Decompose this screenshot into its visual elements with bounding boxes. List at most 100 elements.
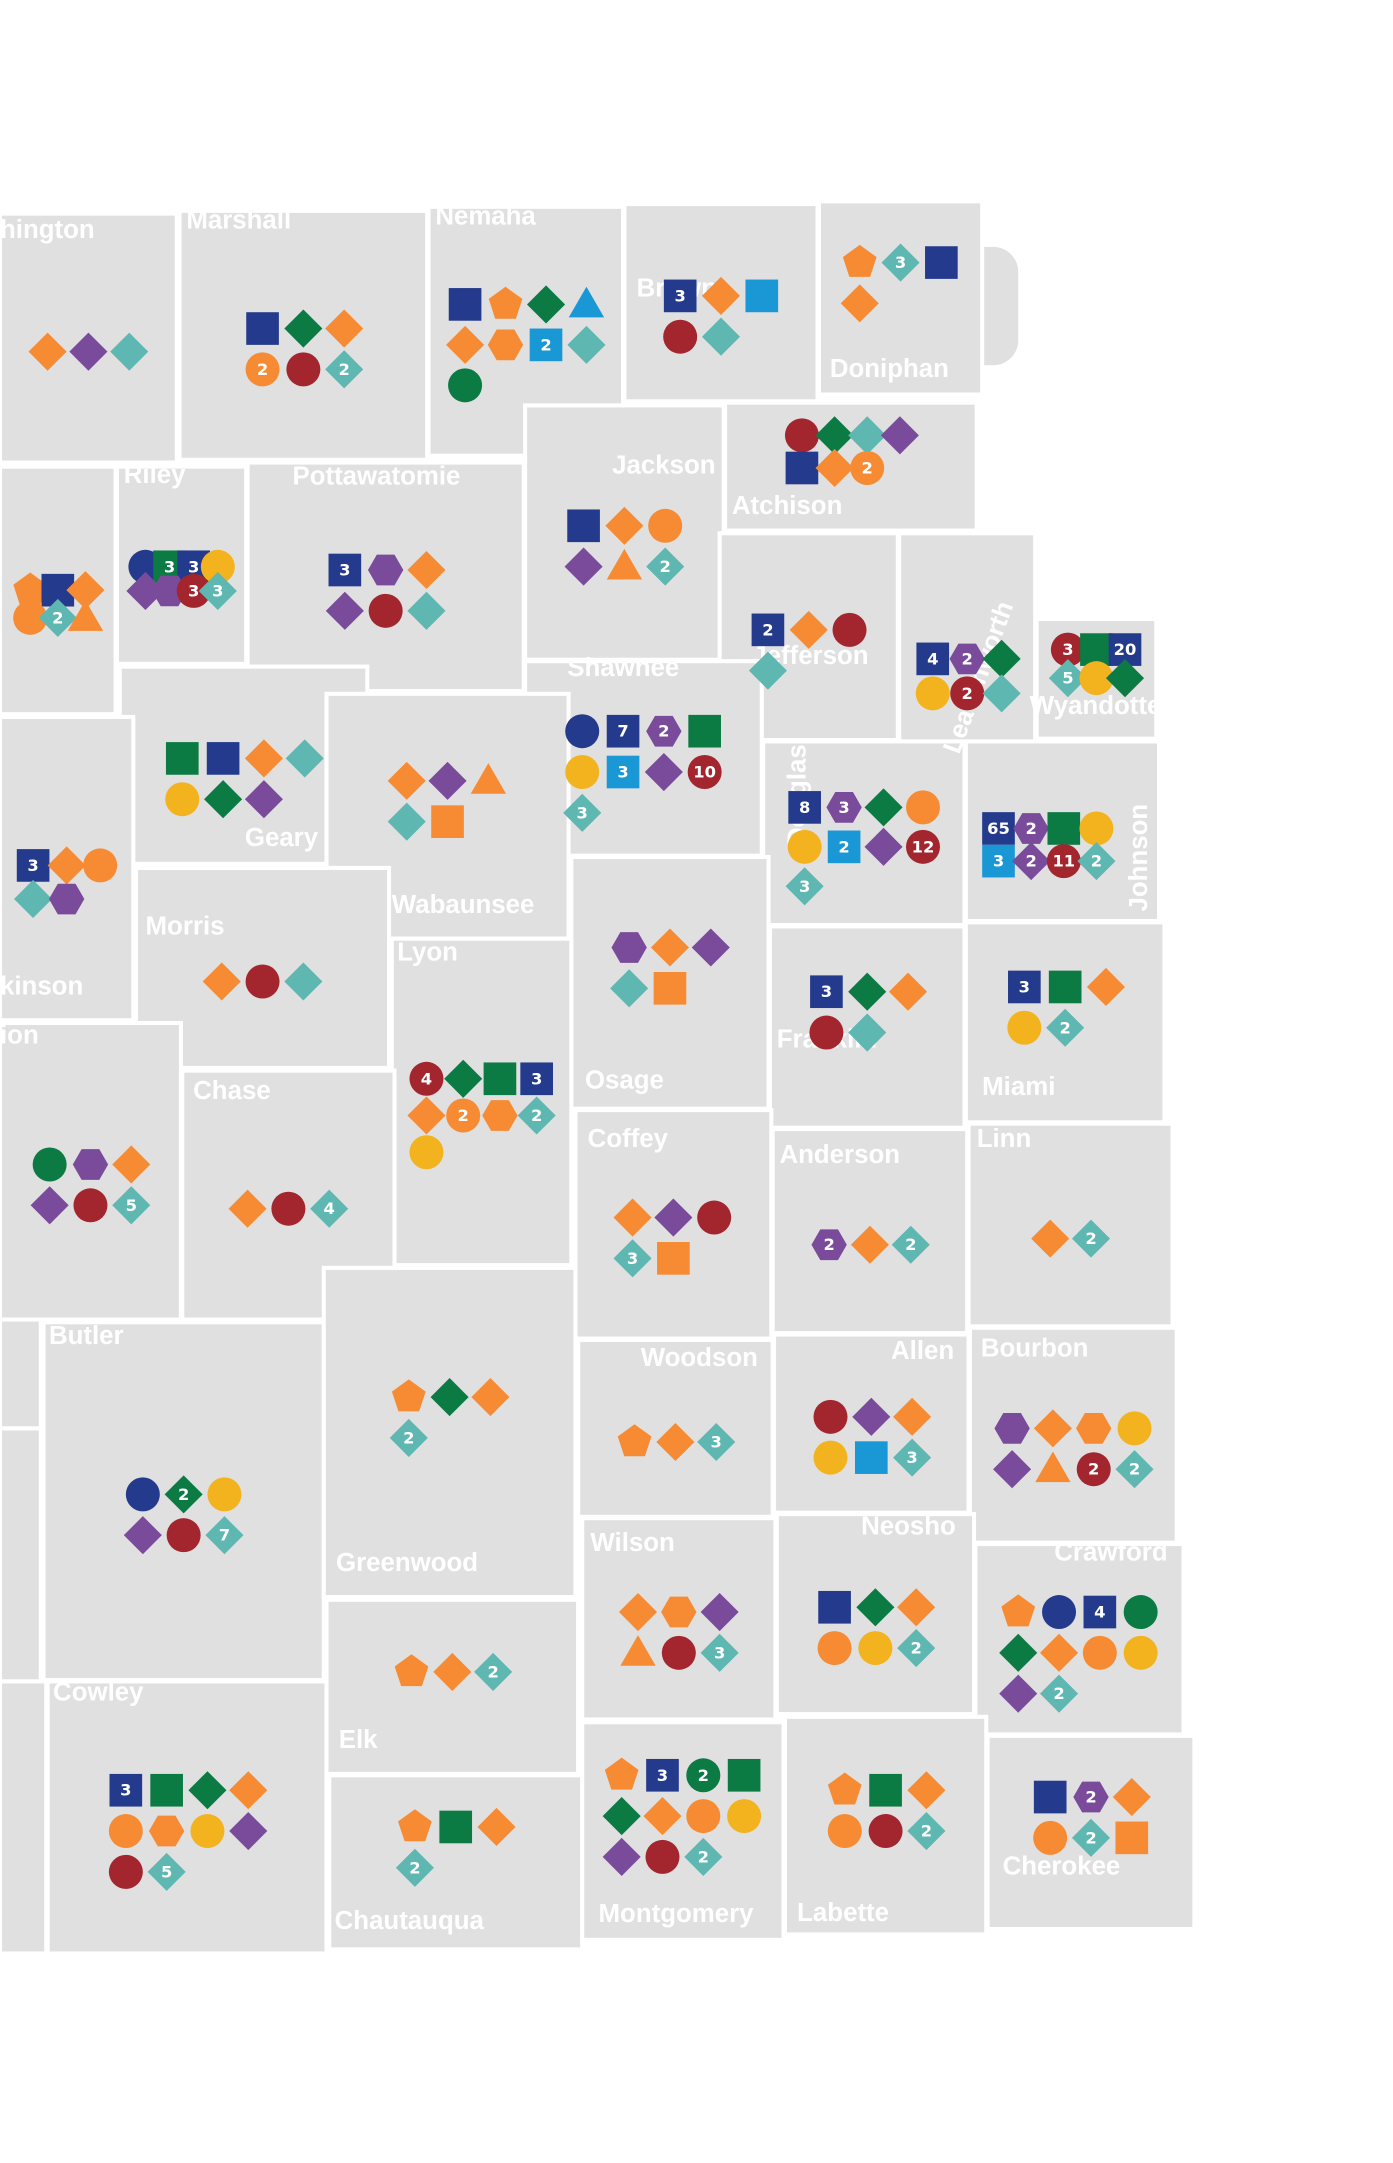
symbol — [202, 962, 241, 1001]
square-symbol — [925, 246, 958, 279]
symbol-count: 3 — [799, 877, 810, 896]
pentagon-symbol — [842, 244, 877, 277]
symbol — [1042, 1595, 1077, 1630]
circle-symbol — [190, 1814, 225, 1849]
circle-symbol — [368, 593, 403, 628]
symbol — [448, 288, 482, 321]
diamond-symbol — [47, 846, 86, 885]
diamond-symbol — [654, 1198, 693, 1237]
symbol-count: 4 — [1094, 1603, 1105, 1622]
symbol — [832, 612, 867, 647]
symbol — [813, 1399, 848, 1434]
hexagon-symbol — [994, 1413, 1030, 1444]
diamond-symbol — [856, 1588, 895, 1627]
county-name: Chase — [193, 1077, 271, 1105]
symbol — [1031, 1219, 1070, 1258]
circle-symbol — [787, 829, 822, 864]
symbol — [527, 285, 566, 324]
symbol-count: 3 — [339, 561, 350, 580]
diamond-symbol — [310, 1189, 349, 1228]
diamond-symbol — [1105, 659, 1145, 698]
circle-symbol — [686, 1799, 721, 1834]
symbol — [1112, 1778, 1151, 1817]
symbol-count: 3 — [714, 1643, 725, 1662]
county-names: hingtonMarshallNemahaBrownDoniphanAtchis… — [0, 202, 1168, 1935]
circle-symbol — [1076, 1452, 1111, 1487]
symbol — [999, 1633, 1038, 1672]
symbol-count: 2 — [1085, 1788, 1096, 1807]
symbol — [433, 1652, 472, 1691]
symbol-count: 3 — [212, 581, 223, 600]
square-symbol — [982, 844, 1015, 878]
symbol — [14, 879, 53, 918]
symbol-count: 2 — [658, 722, 669, 741]
diamond-symbol — [700, 1633, 739, 1672]
symbol-count: 2 — [823, 1235, 834, 1254]
diamond-symbol — [840, 284, 879, 323]
circle-symbol — [200, 549, 235, 584]
symbol — [13, 600, 48, 635]
pentagon-symbol — [1001, 1594, 1036, 1627]
hexagon-symbol — [811, 1229, 847, 1261]
diamond-symbol — [643, 1797, 682, 1836]
diamond-symbol — [613, 1239, 652, 1278]
diamond-symbol — [567, 325, 606, 364]
symbol: 3 — [520, 1062, 553, 1096]
diamond-symbol — [888, 972, 928, 1011]
pentagon-symbol — [394, 1654, 429, 1687]
symbol-count: 3 — [120, 1781, 131, 1800]
symbol — [1117, 1411, 1152, 1446]
circle-symbol — [687, 755, 722, 790]
square-symbol — [1008, 970, 1041, 1004]
county-name: Cowley — [53, 1678, 144, 1706]
symbol: 3 — [663, 279, 697, 313]
symbol: 3 — [881, 243, 920, 282]
symbol — [1033, 1780, 1067, 1814]
symbol: 3 — [982, 844, 1015, 878]
circle-symbol — [686, 1758, 721, 1793]
circle-symbol — [813, 1440, 848, 1475]
diamond-symbol — [110, 332, 149, 371]
symbol-count: 2 — [911, 1639, 922, 1658]
symbol — [188, 1771, 227, 1810]
square-symbol — [16, 849, 50, 882]
diamond-symbol — [1077, 842, 1116, 881]
symbol — [148, 1815, 185, 1847]
symbol — [165, 742, 199, 775]
symbol — [650, 928, 690, 967]
symbol — [1039, 1633, 1079, 1672]
symbol — [47, 846, 86, 885]
diamond-symbol — [605, 506, 644, 545]
diamond-symbol — [477, 1807, 516, 1847]
symbol: 3 — [606, 755, 640, 789]
circle-symbol — [858, 1631, 893, 1666]
symbol-count: 4 — [324, 1199, 335, 1218]
square-symbol — [745, 279, 779, 313]
symbol — [229, 1812, 268, 1851]
symbol — [391, 1379, 426, 1412]
symbol — [1007, 1010, 1042, 1045]
symbol-count: 8 — [799, 798, 810, 817]
circle-symbol — [83, 848, 118, 883]
diamond-symbol — [229, 1771, 268, 1810]
circle-symbol — [286, 352, 321, 387]
hexagon-symbol — [367, 554, 404, 586]
symbol — [244, 739, 283, 778]
square-symbol — [448, 288, 482, 321]
diamond-symbol — [701, 317, 741, 356]
symbol: 11 — [1046, 844, 1081, 879]
diamond-symbol — [428, 761, 467, 800]
symbol — [999, 1674, 1038, 1713]
symbol-count: 3 — [838, 798, 849, 817]
diamond-symbol — [147, 1852, 186, 1891]
symbol — [439, 1810, 473, 1844]
diamond-symbol — [881, 243, 920, 282]
symbol: 10 — [687, 755, 722, 790]
symbol — [907, 1771, 946, 1810]
symbol-count: 2 — [403, 1428, 414, 1447]
diamond-symbol — [618, 1592, 658, 1632]
circle-symbol — [13, 600, 48, 635]
symbol — [285, 739, 324, 778]
symbol — [567, 509, 600, 543]
symbol-count: 3 — [1062, 640, 1073, 659]
